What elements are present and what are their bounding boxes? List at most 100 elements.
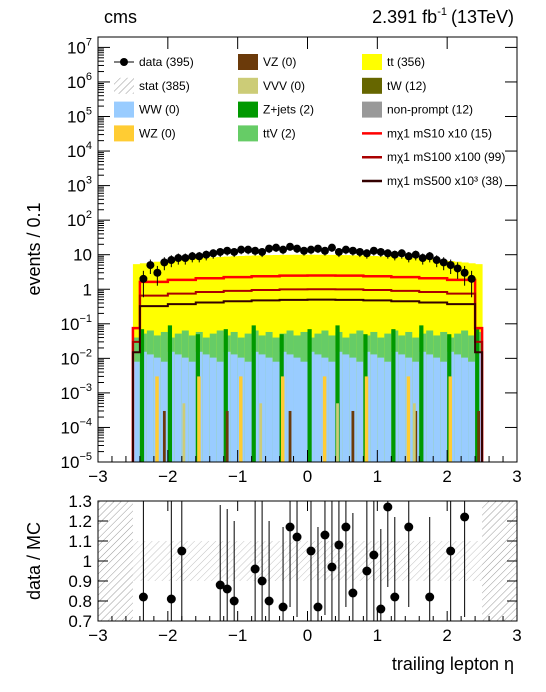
data-point (195, 252, 204, 261)
vvv-bar (412, 403, 416, 462)
zjets-bar (475, 329, 480, 462)
data-point (265, 244, 274, 253)
ratio-point (320, 530, 330, 540)
y-tick-label: 10−4 (61, 416, 92, 437)
ratio-stat-band (132, 541, 483, 581)
legend-label: mχ1 mS500 x10³ (38) (387, 174, 503, 188)
legend-label: ttV (2) (263, 126, 296, 140)
legend: data (395) stat (385) WW (0) WZ (0) VZ (0) VV… (114, 54, 505, 188)
vz-bar (225, 410, 229, 462)
data-point (425, 252, 434, 261)
main-y-axis-label: events / 0.1 (24, 202, 44, 295)
ww-bar (265, 357, 274, 462)
data-point (432, 256, 441, 265)
data-point (167, 256, 176, 265)
ratio-x-tick-label: 1 (373, 626, 382, 645)
ww-bar (230, 354, 239, 462)
ratio-point (327, 562, 337, 572)
ratio-point (264, 596, 274, 606)
ratio-point (425, 592, 435, 602)
zjets-bar (335, 325, 340, 462)
legend-label: VZ (0) (263, 55, 296, 69)
wz-bar (322, 376, 327, 462)
ww-bar (328, 361, 336, 462)
legend-swatch (362, 101, 382, 118)
ratio-point (383, 502, 393, 512)
y-tick-label: 10−5 (61, 451, 92, 472)
ratio-point (362, 566, 372, 576)
x-tick-label: −3 (88, 467, 107, 486)
data-point (244, 245, 253, 254)
luminosity-label: 2.391 fb-1 (13TeV) (372, 6, 514, 27)
legend-swatch (362, 54, 382, 70)
y-tick-label: 10−2 (61, 347, 92, 368)
vvv-bar (336, 403, 339, 462)
data-point (404, 252, 413, 261)
ww-bar (286, 354, 295, 462)
ratio-point (390, 592, 400, 602)
wz-bar (155, 376, 159, 462)
data-point (418, 254, 427, 263)
y-tick-label: 10 (73, 246, 92, 265)
ww-bar (132, 361, 141, 462)
data-point (272, 243, 281, 252)
ratio-point (306, 546, 316, 556)
data-point (188, 252, 197, 261)
data-point (251, 246, 260, 255)
ratio-point (177, 546, 187, 556)
data-point (258, 247, 267, 256)
data-point (453, 264, 462, 273)
ww-bar (384, 361, 392, 462)
ww-bar (349, 357, 357, 462)
y-tick-label: 105 (67, 106, 92, 127)
ww-bar (293, 357, 302, 462)
legend-label: WW (0) (139, 103, 180, 117)
ratio-point (215, 580, 225, 590)
data-point (355, 247, 364, 256)
y-tick-label: 107 (67, 36, 92, 57)
lumi-exponent: -1 (437, 6, 447, 18)
zjets-bar (223, 329, 228, 462)
wz-bar (197, 376, 201, 462)
data-point (446, 261, 455, 270)
ratio-x-tick-label: −1 (228, 626, 247, 645)
vz-bar (288, 410, 292, 462)
lumi-value: 2.391 fb (372, 7, 437, 27)
zjets-bar (391, 329, 396, 462)
ratio-point (369, 550, 379, 560)
data-point (341, 245, 350, 254)
data-point (216, 247, 225, 256)
ratio-point (138, 592, 148, 602)
y-tick-label: 103 (67, 175, 92, 196)
ww-bar (398, 354, 406, 462)
ww-bar (258, 354, 267, 462)
legend-swatch (114, 77, 134, 94)
data-point (439, 258, 448, 267)
zjets-bar (251, 325, 256, 462)
ww-bar (461, 357, 469, 462)
legend-label: stat (385) (139, 79, 190, 93)
legend-marker (120, 58, 128, 66)
data-point (376, 247, 385, 256)
signal-ms100-line (131, 288, 484, 462)
ratio-point (166, 594, 176, 604)
data-point (467, 274, 476, 283)
legend-label: mχ1 mS10 x10 (15) (387, 126, 492, 140)
ww-bar (356, 361, 364, 462)
ratio-x-tick-label: 0 (303, 626, 312, 645)
ww-bar (377, 357, 385, 462)
legend-swatch (114, 125, 134, 142)
data-point (390, 250, 399, 259)
ratio-y-tick-label: 1.3 (68, 492, 92, 511)
data-point (327, 243, 336, 252)
vz-bar (477, 410, 480, 462)
legend-swatch (238, 101, 258, 118)
legend-label: data (395) (139, 55, 194, 69)
experiment-label: cms (104, 7, 137, 27)
legend-label: tW (12) (387, 79, 426, 93)
data-point (348, 246, 357, 255)
ratio-point (278, 602, 288, 612)
y-tick-label: 10−3 (61, 382, 92, 403)
legend-label: WZ (0) (139, 126, 176, 140)
